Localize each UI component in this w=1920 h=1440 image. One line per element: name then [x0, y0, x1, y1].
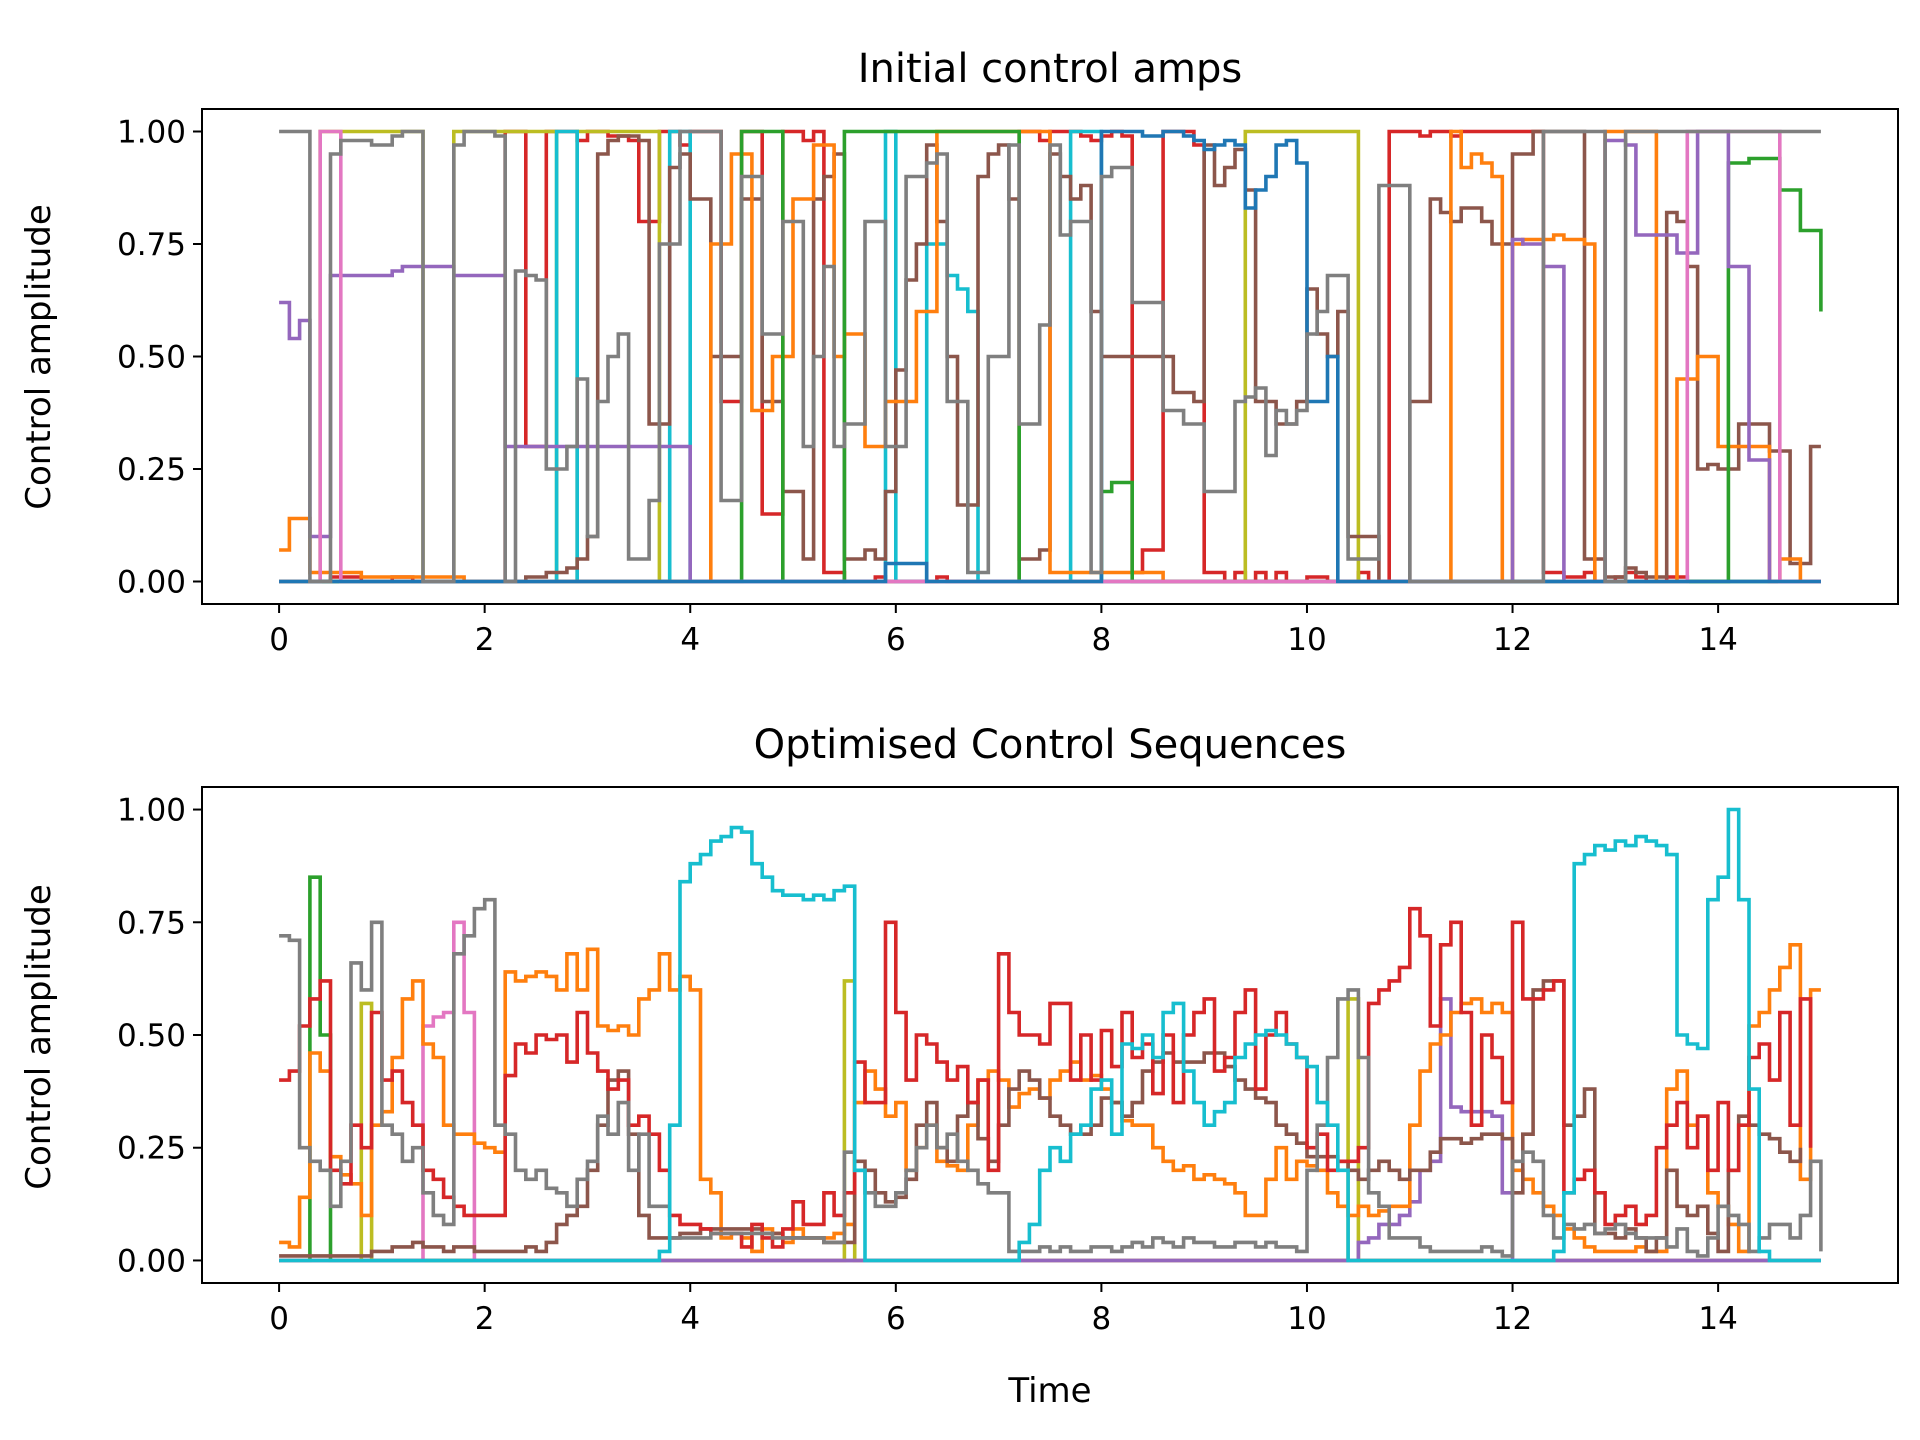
x-tick-label: 6: [886, 622, 906, 658]
series-layer: [279, 129, 1823, 584]
x-tick-label: 4: [680, 622, 700, 658]
series-line-9: [279, 129, 1821, 584]
series-layer: [279, 807, 1823, 1263]
x-ticks: 0 2 4 6 8 10 12 14: [269, 1283, 1738, 1337]
x-tick-label: 0: [269, 622, 289, 658]
x-tick-label: 2: [475, 622, 495, 658]
y-axis-label: Control amplitude: [19, 204, 59, 510]
y-tick-label: 0.00: [117, 565, 186, 601]
chart-title: Initial control amps: [858, 46, 1242, 92]
y-tick-label: 1.00: [117, 793, 186, 829]
x-tick-label: 12: [1493, 622, 1532, 658]
y-tick-label: 0.50: [117, 1018, 186, 1054]
y-tick-label: 0.25: [117, 1131, 186, 1167]
chart-title: Optimised Control Sequences: [754, 722, 1347, 768]
y-ticks: 0.00 0.25 0.50 0.75 1.00: [117, 115, 202, 601]
x-tick-label: 8: [1092, 622, 1112, 658]
x-axis-label: Time: [1007, 1371, 1091, 1411]
series-line-5: [279, 979, 1803, 1258]
x-tick-label: 2: [475, 1301, 495, 1337]
y-tick-label: 0.50: [117, 340, 186, 376]
optimised-control-sequences-panel: Optimised Control Sequences Control ampl…: [19, 722, 1899, 1411]
y-tick-label: 0.75: [117, 905, 186, 941]
x-ticks: 0 2 4 6 8 10 12 14: [269, 604, 1738, 658]
x-tick-label: 10: [1287, 1301, 1326, 1337]
x-tick-label: 10: [1287, 622, 1326, 658]
x-tick-label: 12: [1493, 1301, 1532, 1337]
y-ticks: 0.00 0.25 0.50 0.75 1.00: [117, 793, 202, 1279]
series-line-8: [279, 807, 1821, 1263]
x-tick-label: 14: [1698, 1301, 1737, 1337]
y-tick-label: 1.00: [117, 115, 186, 151]
initial-control-amps-panel: Initial control amps Control amplitude 0…: [19, 46, 1899, 658]
x-tick-label: 0: [269, 1301, 289, 1337]
x-tick-label: 6: [886, 1301, 906, 1337]
series-line-7: [279, 897, 1823, 1258]
x-tick-label: 8: [1092, 1301, 1112, 1337]
x-tick-label: 14: [1698, 622, 1737, 658]
y-axis-label: Control amplitude: [19, 884, 59, 1190]
y-tick-label: 0.25: [117, 452, 186, 488]
y-tick-label: 0.75: [117, 227, 186, 263]
y-tick-label: 0.00: [117, 1243, 186, 1279]
x-tick-label: 4: [680, 1301, 700, 1337]
